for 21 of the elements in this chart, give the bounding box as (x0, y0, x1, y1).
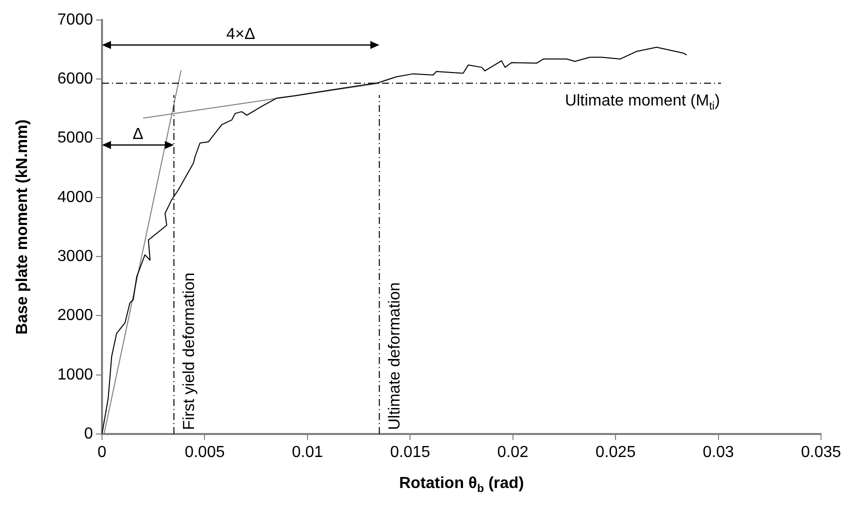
x-tick-label: 0.035 (800, 444, 842, 462)
annotation: Δ (132, 126, 144, 143)
x-tick-label: 0.03 (702, 444, 734, 462)
annotation: 4×Δ (226, 26, 256, 43)
y-tick-label: 6000 (57, 70, 94, 88)
y-tick-label: 3000 (57, 248, 94, 265)
x-tick-label: 0.02 (497, 444, 529, 462)
x-tick-label: 0.015 (390, 444, 430, 462)
y-tick-label: 1000 (57, 366, 94, 384)
ref-line-label: First yield deformation (180, 272, 198, 430)
x-tick-label: 0.025 (596, 444, 636, 462)
ref-line-label: Ultimate deformation (386, 282, 404, 430)
y-tick-label: 7000 (57, 11, 94, 28)
x-tick-label: 0.01 (292, 444, 324, 462)
y-tick-label: 4000 (57, 188, 94, 206)
x-tick-label: 0 (98, 444, 107, 462)
x-tick-label: 0.005 (184, 444, 225, 462)
y-tick-label: 2000 (57, 307, 94, 324)
y-axis-title: Base plate moment (kN.mm) (14, 119, 31, 335)
y-tick-label: 0 (84, 425, 94, 442)
y-tick-label: 5000 (57, 130, 94, 147)
